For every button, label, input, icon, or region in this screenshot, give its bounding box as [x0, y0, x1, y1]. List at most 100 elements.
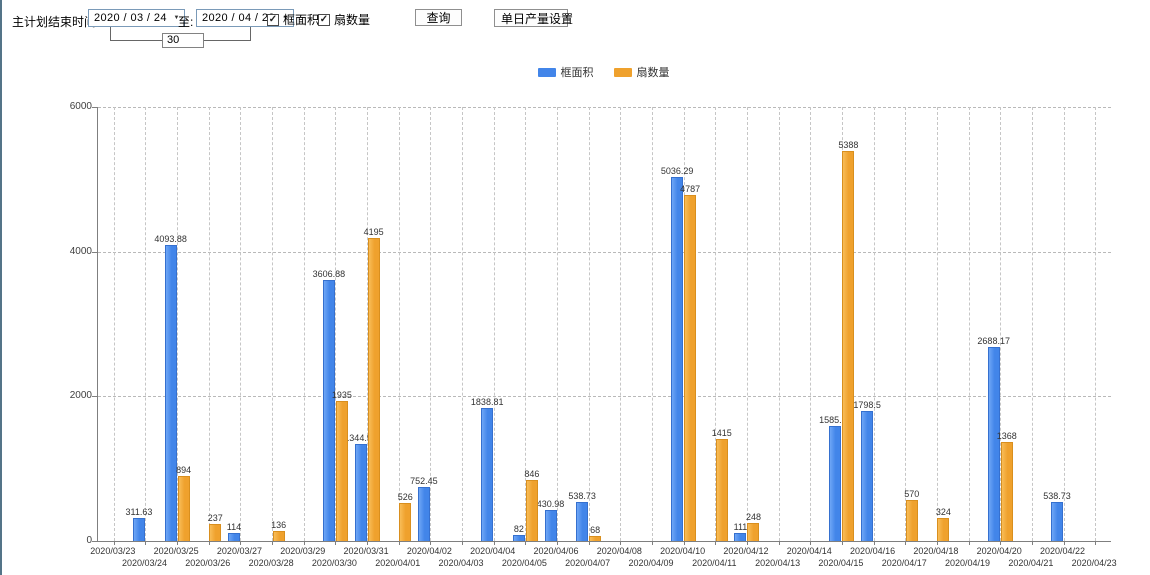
checkbox-checked-icon[interactable]: [318, 13, 330, 26]
bar-frame-area: [671, 176, 684, 541]
v-gridline: [398, 107, 400, 541]
x-tick-label: 2020/04/18: [913, 546, 959, 556]
bar-fan-count: [1000, 442, 1013, 541]
bar-fan-count: [525, 479, 538, 541]
chart-legend: 框面积 扇数量: [97, 64, 1110, 80]
x-tick-mark: [398, 541, 400, 545]
v-gridline: [1063, 107, 1065, 541]
bar-frame-area: [576, 502, 589, 541]
x-tick-mark: [683, 541, 685, 545]
v-gridline: [715, 107, 717, 541]
x-tick-mark: [1000, 541, 1002, 545]
frame-area-checkbox-label: 框面积: [283, 13, 320, 27]
bar-frame-area: [164, 244, 177, 541]
v-gridline: [208, 107, 210, 541]
x-tick-label: 2020/04/15: [818, 558, 864, 568]
date-to-value: 2020 / 04 / 23: [202, 12, 275, 24]
v-gridline: [1000, 107, 1002, 541]
x-tick-mark: [968, 541, 970, 545]
fan-count-swatch: [613, 67, 632, 77]
v-gridline: [145, 107, 147, 541]
y-tick-label: 6000: [69, 101, 92, 112]
x-tick-label: 2020/03/27: [216, 546, 262, 556]
y-tick-mark: [92, 251, 97, 253]
x-tick-label: 2020/04/22: [1039, 546, 1086, 556]
bar-value-label: 752.45: [410, 475, 438, 486]
x-tick-label: 2020/04/20: [976, 546, 1022, 556]
date-from-picker[interactable]: 2020 / 03 / 24: [88, 9, 185, 27]
x-tick-mark: [778, 541, 780, 545]
y-tick-mark: [92, 107, 97, 108]
v-gridline: [588, 107, 590, 541]
bar-value-label: 2688.17: [977, 335, 1010, 346]
x-tick-label: 2020/04/08: [596, 546, 642, 556]
bar-value-label: 538.73: [1043, 491, 1071, 502]
y-tick-label: 2000: [69, 390, 92, 402]
v-gridline: [968, 107, 970, 541]
fan-count-checkbox[interactable]: 扇数量: [318, 11, 370, 28]
x-tick-mark: [430, 541, 432, 545]
legend-frame-label: 框面积: [560, 67, 594, 79]
query-button[interactable]: 查询: [415, 9, 462, 26]
bar-value-label: 1368: [996, 431, 1017, 442]
x-tick-label: 2020/04/06: [533, 546, 579, 556]
x-tick-mark: [873, 541, 875, 545]
frame-area-checkbox[interactable]: 框面积: [267, 11, 319, 28]
bar-frame-area: [1051, 502, 1064, 541]
date-from-value: 2020 / 03 / 24: [94, 12, 167, 24]
bar-value-label: 4195: [363, 226, 384, 237]
bar-chart-plot-area: 311.63 4093.88 114 3606.88 1344.95 752.45 1838…: [97, 107, 1111, 545]
x-tick-mark: [1095, 541, 1097, 545]
legend-item-fan-count: 扇数量: [613, 64, 670, 80]
bar-fan-count: [842, 151, 855, 541]
x-tick-mark: [651, 541, 653, 545]
h-gridline: [98, 396, 1111, 398]
bar-value-label: 68: [590, 525, 601, 536]
bar-fan-count: [684, 194, 697, 541]
daily-output-settings-button[interactable]: 单日产量设置: [494, 9, 573, 27]
x-tick-label: 2020/03/29: [280, 546, 326, 556]
bar-fan-count: [905, 499, 918, 541]
x-tick-label: 2020/03/24: [121, 558, 167, 568]
y-tick-label: 4000: [69, 245, 92, 257]
bar-value-label: 4093.88: [154, 233, 187, 244]
x-tick-mark: [557, 541, 559, 545]
bar-fan-count: [589, 536, 602, 541]
x-tick-label: 2020/03/30: [311, 558, 357, 568]
x-tick-label: 2020/04/05: [501, 558, 547, 568]
x-tick-mark: [335, 541, 337, 545]
v-gridline: [651, 107, 653, 541]
bar-frame-area: [987, 346, 1000, 541]
x-tick-label: 2020/04/19: [945, 558, 991, 568]
x-tick-label: 2020/04/03: [438, 558, 484, 568]
v-gridline: [1031, 107, 1033, 541]
bar-value-label: 1585.96: [819, 415, 852, 426]
v-gridline: [905, 107, 907, 541]
checkbox-checked-icon[interactable]: [267, 13, 279, 26]
x-tick-mark: [303, 541, 305, 545]
v-gridline: [620, 107, 622, 541]
bar-frame-area: [227, 532, 240, 541]
x-tick-mark: [746, 541, 748, 545]
bar-value-label: 894: [176, 465, 192, 476]
frame-area-swatch: [537, 67, 556, 77]
x-tick-mark: [905, 541, 907, 545]
bracket-line: [204, 40, 250, 41]
bar-value-label: 1935: [331, 390, 352, 401]
bar-fan-count: [209, 523, 222, 541]
v-gridline: [430, 107, 432, 541]
v-gridline: [335, 107, 337, 541]
x-tick-label: 2020/04/04: [470, 546, 516, 556]
bar-fan-count: [177, 476, 190, 541]
bar-value-label: 324: [935, 506, 951, 517]
x-tick-label: 2020/04/07: [565, 558, 611, 568]
x-tick-mark: [208, 541, 210, 545]
x-tick-mark: [145, 541, 147, 545]
bar-value-label: 570: [904, 488, 920, 499]
to-label: 至:: [178, 15, 194, 29]
h-gridline: [98, 251, 1111, 253]
bar-frame-area: [544, 509, 557, 541]
days-between-input[interactable]: 30: [162, 33, 204, 48]
bar-fan-count: [747, 523, 760, 541]
window-left-border: [0, 0, 2, 575]
